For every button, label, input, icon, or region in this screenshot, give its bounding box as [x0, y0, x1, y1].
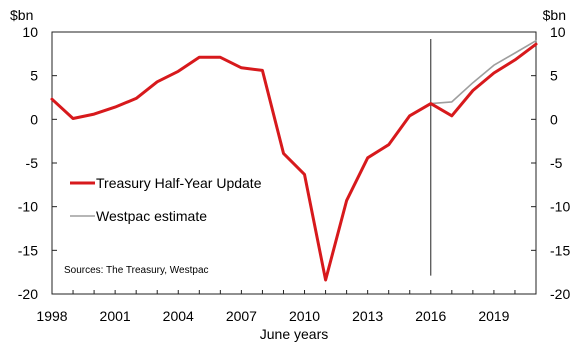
y-tick-label-left: 10: [22, 24, 38, 40]
y-tick-label-left: -20: [18, 286, 38, 302]
y-axis-left: 10 5 0 -5 -10 -15 -20: [18, 24, 57, 302]
x-axis-label: June years: [260, 326, 328, 342]
y-tick-label-left: 0: [30, 111, 38, 127]
legend: Treasury Half-Year Update Westpac estima…: [70, 175, 262, 224]
x-tick-label: 1998: [36, 308, 67, 324]
y-tick-label-left: -15: [18, 242, 38, 258]
x-tick-label: 2007: [226, 308, 257, 324]
y-axis-right: 10 5 0 -5 -10 -15 -20: [531, 24, 570, 302]
y-unit-right: $bn: [543, 7, 566, 23]
x-axis: 1998 2001 2004 2007 2010 2013 2016 2019: [36, 290, 537, 324]
y-tick-label-left: -10: [18, 199, 38, 215]
x-tick-label: 2019: [478, 308, 509, 324]
legend-label-westpac: Westpac estimate: [96, 208, 207, 224]
y-tick-label-right: -10: [550, 199, 570, 215]
y-tick-label-right: -20: [550, 286, 570, 302]
y-tick-label-right: 10: [550, 24, 566, 40]
x-tick-label: 2004: [163, 308, 194, 324]
source-note: Sources: The Treasury, Westpac: [64, 265, 209, 276]
y-tick-label-right: -5: [550, 155, 563, 171]
x-tick-label: 2013: [352, 308, 383, 324]
x-tick-label: 2010: [289, 308, 320, 324]
y-tick-label-right: 5: [550, 68, 558, 84]
series-line-westpac: [429, 39, 537, 105]
y-unit-left: $bn: [10, 7, 33, 23]
x-tick-label: 2016: [415, 308, 446, 324]
y-tick-label-left: 5: [30, 68, 38, 84]
y-tick-label-right: -15: [550, 242, 570, 258]
y-tick-label-right: 0: [550, 111, 558, 127]
series-layer: [50, 39, 538, 282]
series-line-treasury: [50, 42, 538, 282]
y-tick-label-left: -5: [26, 155, 39, 171]
x-tick-label: 2001: [100, 308, 131, 324]
legend-label-treasury: Treasury Half-Year Update: [96, 175, 262, 191]
